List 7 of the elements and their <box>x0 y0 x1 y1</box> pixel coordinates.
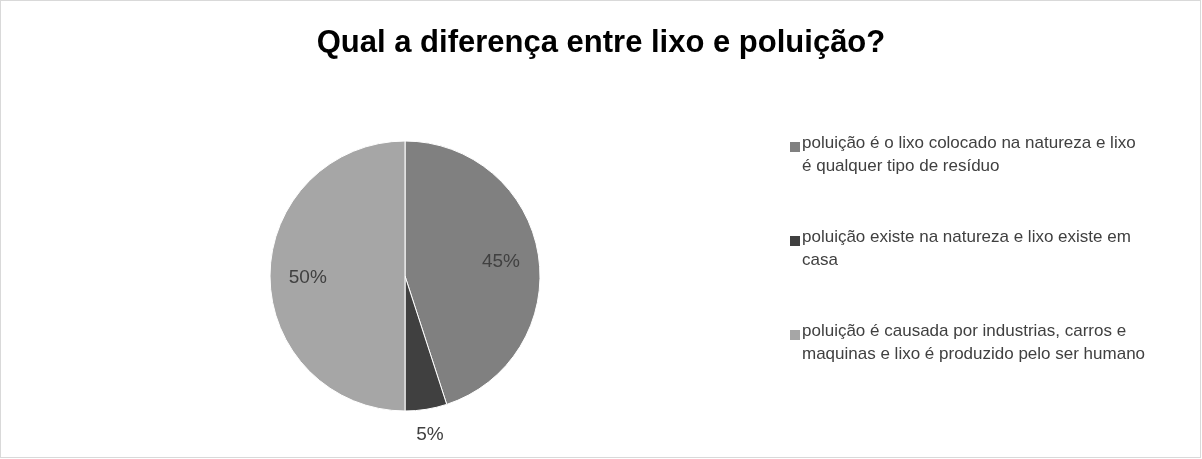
legend-label: poluição é o lixo colocado na natureza e lixo é qualquer tipo de resíduo <box>802 133 1136 175</box>
legend-label: poluição existe na natureza e lixo existe em casa <box>802 227 1131 269</box>
legend-label: poluição é causada por industrias, carros e maquinas e lixo é produzido pelo ser humano <box>802 321 1146 363</box>
data-label: 50% <box>288 265 327 287</box>
data-label: 5% <box>416 422 444 444</box>
chart-title: Qual a diferença entre lixo e poluição? <box>316 24 886 59</box>
data-label: 45% <box>481 250 521 272</box>
